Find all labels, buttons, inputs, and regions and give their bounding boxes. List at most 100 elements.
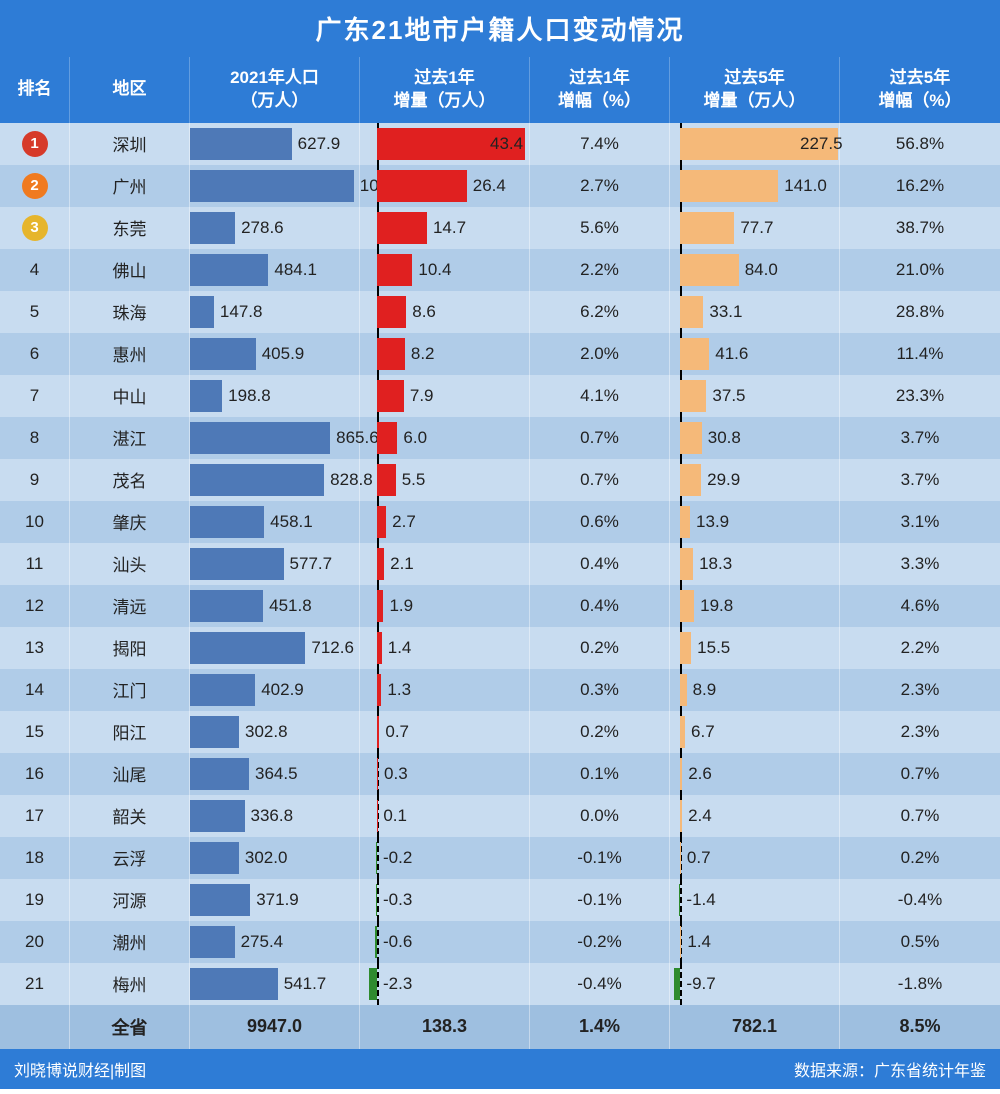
region-cell: 东莞 <box>70 207 190 249</box>
header-pop: 2021年人口 （万人） <box>190 57 360 123</box>
table-row: 7中山198.87.94.1%37.523.3% <box>0 375 1000 417</box>
region-cell: 汕尾 <box>70 753 190 795</box>
pct1-cell: 0.1% <box>530 753 670 795</box>
inc1-cell: 2.7 <box>360 501 530 543</box>
population-table: 广东21地市户籍人口变动情况 排名 地区 2021年人口 （万人） 过去1年 增… <box>0 0 1000 1089</box>
header-pct1: 过去1年 增幅（%） <box>530 57 670 123</box>
header-inc5: 过去5年 增量（万人） <box>670 57 840 123</box>
rank-badge: 1 <box>22 131 48 157</box>
region-cell: 茂名 <box>70 459 190 501</box>
inc1-cell: 0.1 <box>360 795 530 837</box>
table-row: 21梅州541.7-2.3-0.4%-9.7-1.8% <box>0 963 1000 1005</box>
inc5-cell: 0.7 <box>670 837 840 879</box>
pct5-cell: 4.6% <box>840 585 1000 627</box>
inc1-cell: 1.4 <box>360 627 530 669</box>
rank-cell: 17 <box>0 795 70 837</box>
pop-cell: 278.6 <box>190 207 360 249</box>
pop-cell: 458.1 <box>190 501 360 543</box>
rank-cell: 2 <box>0 165 70 207</box>
footer-right: 数据来源：广东省统计年鉴 <box>794 1057 986 1081</box>
pct5-cell: 3.1% <box>840 501 1000 543</box>
inc1-cell: 43.4 <box>360 123 530 165</box>
header-inc1: 过去1年 增量（万人） <box>360 57 530 123</box>
inc5-cell: 30.8 <box>670 417 840 459</box>
inc5-cell: 84.0 <box>670 249 840 291</box>
table-row: 16汕尾364.50.30.1%2.60.7% <box>0 753 1000 795</box>
region-cell: 汕头 <box>70 543 190 585</box>
pct5-cell: 21.0% <box>840 249 1000 291</box>
region-cell: 中山 <box>70 375 190 417</box>
pct1-cell: 2.0% <box>530 333 670 375</box>
inc1-cell: 10.4 <box>360 249 530 291</box>
pop-cell: 1011.5 <box>190 165 360 207</box>
region-cell: 韶关 <box>70 795 190 837</box>
inc5-cell: 41.6 <box>670 333 840 375</box>
region-cell: 江门 <box>70 669 190 711</box>
pct5-cell: 38.7% <box>840 207 1000 249</box>
inc1-cell: 0.7 <box>360 711 530 753</box>
pct5-cell: 0.7% <box>840 795 1000 837</box>
region-cell: 清远 <box>70 585 190 627</box>
rank-cell: 4 <box>0 249 70 291</box>
pct1-cell: 0.6% <box>530 501 670 543</box>
region-cell: 深圳 <box>70 123 190 165</box>
pct5-cell: 56.8% <box>840 123 1000 165</box>
inc5-cell: 227.5 <box>670 123 840 165</box>
table-row: 18云浮302.0-0.2-0.1%0.70.2% <box>0 837 1000 879</box>
pct5-cell: 3.7% <box>840 459 1000 501</box>
inc1-cell: 1.9 <box>360 585 530 627</box>
inc1-cell: 26.4 <box>360 165 530 207</box>
rank-cell: 3 <box>0 207 70 249</box>
rank-cell: 19 <box>0 879 70 921</box>
region-cell: 潮州 <box>70 921 190 963</box>
table-row: 4佛山484.110.42.2%84.021.0% <box>0 249 1000 291</box>
pct5-cell: 23.3% <box>840 375 1000 417</box>
pop-cell: 371.9 <box>190 879 360 921</box>
pop-cell: 405.9 <box>190 333 360 375</box>
pop-cell: 484.1 <box>190 249 360 291</box>
region-cell: 珠海 <box>70 291 190 333</box>
inc5-cell: -9.7 <box>670 963 840 1005</box>
pct5-cell: 0.7% <box>840 753 1000 795</box>
region-cell: 肇庆 <box>70 501 190 543</box>
inc1-cell: 6.0 <box>360 417 530 459</box>
rank-cell: 18 <box>0 837 70 879</box>
inc5-cell: 1.4 <box>670 921 840 963</box>
pct1-cell: 0.2% <box>530 711 670 753</box>
table-row: 6惠州405.98.22.0%41.611.4% <box>0 333 1000 375</box>
pct1-cell: 6.2% <box>530 291 670 333</box>
inc5-cell: -1.4 <box>670 879 840 921</box>
pct1-cell: 5.6% <box>530 207 670 249</box>
pct1-cell: 2.2% <box>530 249 670 291</box>
region-cell: 佛山 <box>70 249 190 291</box>
pct5-cell: 11.4% <box>840 333 1000 375</box>
pct1-cell: 0.7% <box>530 459 670 501</box>
inc1-cell: 14.7 <box>360 207 530 249</box>
pop-cell: 451.8 <box>190 585 360 627</box>
pct1-cell: 0.3% <box>530 669 670 711</box>
pop-cell: 865.6 <box>190 417 360 459</box>
rank-cell: 13 <box>0 627 70 669</box>
table-row: 20潮州275.4-0.6-0.2%1.40.5% <box>0 921 1000 963</box>
inc1-cell: 7.9 <box>360 375 530 417</box>
inc5-cell: 8.9 <box>670 669 840 711</box>
pop-cell: 364.5 <box>190 753 360 795</box>
total-row: 全省 9947.0 138.3 1.4% 782.1 8.5% <box>0 1005 1000 1049</box>
table-row: 1深圳627.943.47.4%227.556.8% <box>0 123 1000 165</box>
pct5-cell: 0.5% <box>840 921 1000 963</box>
total-pct5: 8.5% <box>840 1005 1000 1049</box>
pop-cell: 627.9 <box>190 123 360 165</box>
pct1-cell: 0.4% <box>530 585 670 627</box>
pct5-cell: 0.2% <box>840 837 1000 879</box>
inc1-cell: 0.3 <box>360 753 530 795</box>
table-row: 9茂名828.85.50.7%29.93.7% <box>0 459 1000 501</box>
rank-cell: 20 <box>0 921 70 963</box>
inc1-cell: 1.3 <box>360 669 530 711</box>
inc5-cell: 6.7 <box>670 711 840 753</box>
pop-cell: 147.8 <box>190 291 360 333</box>
table-row: 19河源371.9-0.3-0.1%-1.4-0.4% <box>0 879 1000 921</box>
rank-cell: 11 <box>0 543 70 585</box>
region-cell: 揭阳 <box>70 627 190 669</box>
pct5-cell: -0.4% <box>840 879 1000 921</box>
inc5-cell: 77.7 <box>670 207 840 249</box>
